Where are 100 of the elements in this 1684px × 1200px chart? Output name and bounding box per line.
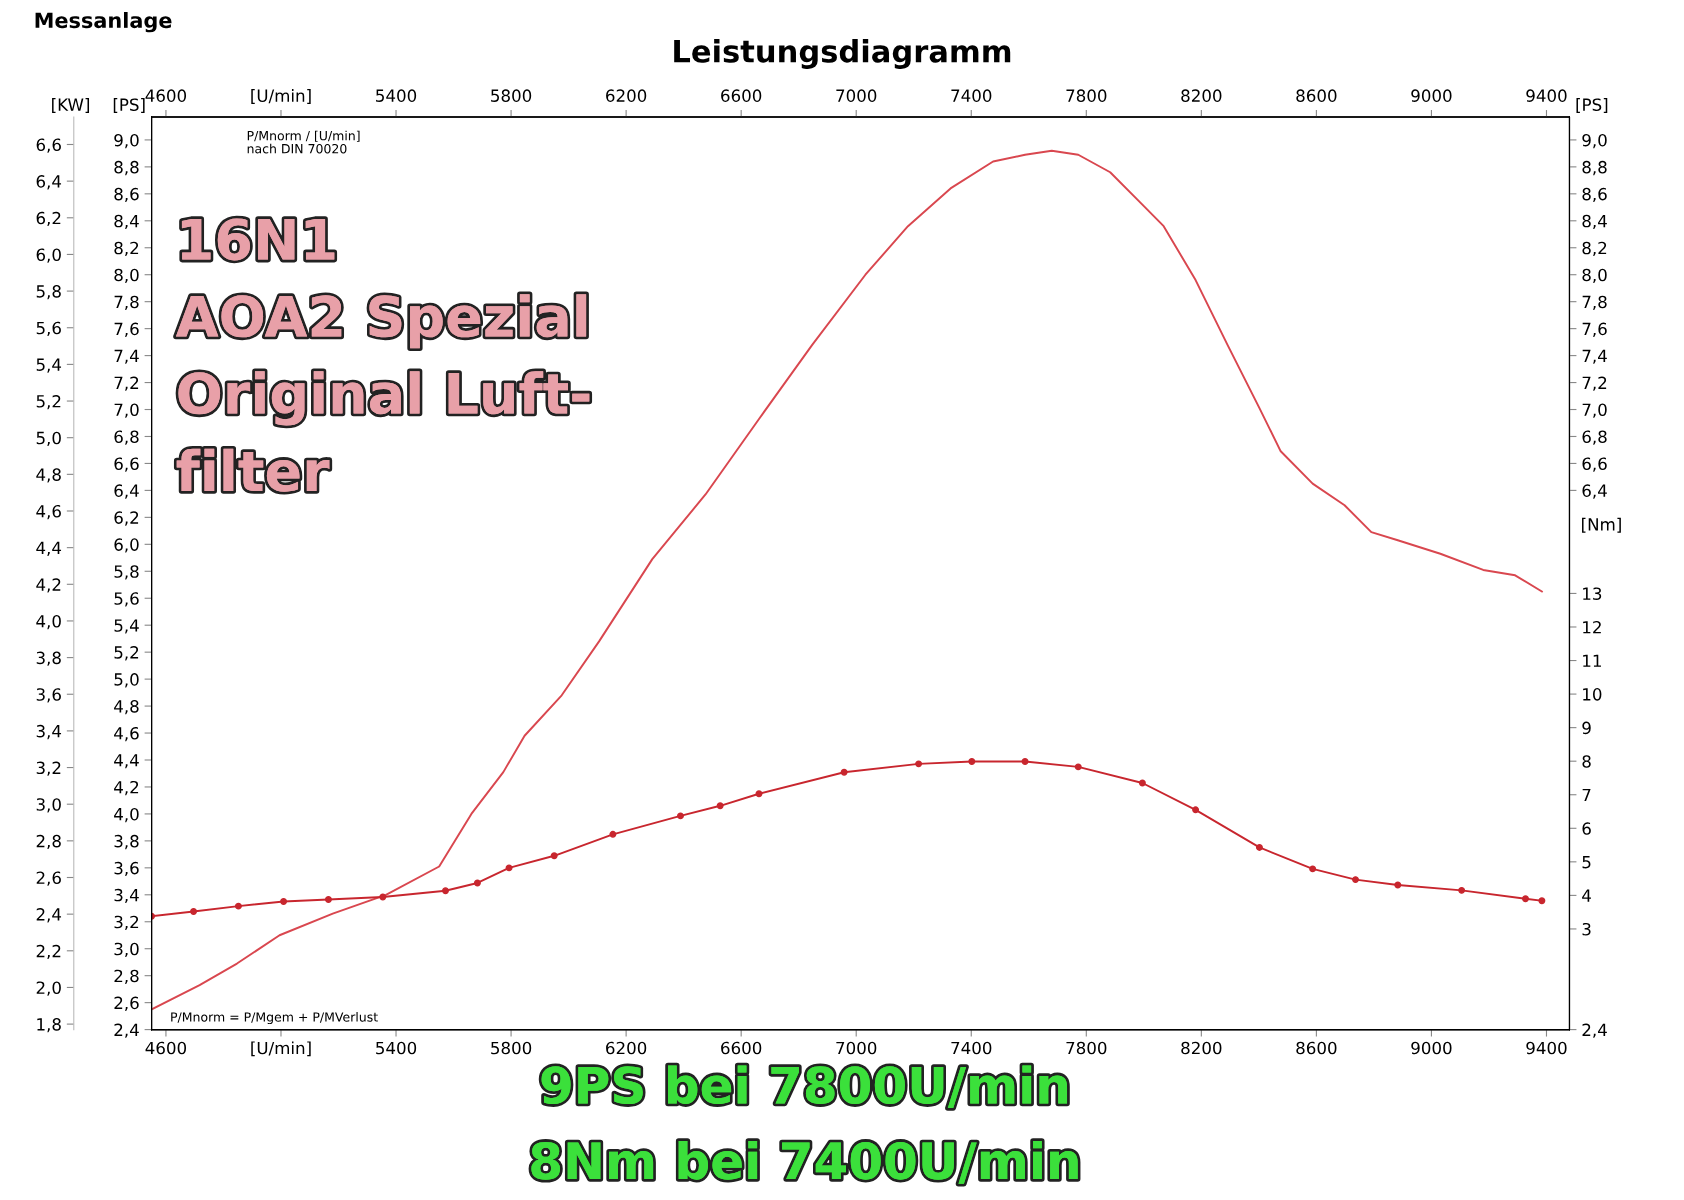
x-tick-label: 5800 [491,1041,532,1055]
y3-axis-title: [KW] [52,98,90,113]
y2-tick-label: 3 [1582,922,1591,936]
y-tick-label: 8,8 [114,160,139,176]
y-tick-label: 6,8 [114,430,139,445]
text: 7,4 [1582,349,1607,364]
point [1522,895,1529,903]
text: 2,4 [1582,1023,1607,1038]
annotation: 16N1 AOA2 Spezial Original Luft- filter [175,218,590,492]
y3-tick-label: 4,0 [36,614,61,630]
y3-tick-label: 2,6 [36,871,61,886]
point [1458,886,1466,894]
y3-tick-label: 3,6 [36,688,61,703]
point [505,864,513,872]
y-tick-label: 9,0 [114,133,139,149]
text: 9PS bei 7800U/min [541,1065,1068,1109]
point [379,893,387,901]
text: 7,8 [1582,295,1607,310]
y-tick-label: 3,4 [114,888,139,904]
y3-tick-label: 2,0 [36,981,61,996]
text: 6,6 [1582,457,1607,472]
text: 8Nm bei 7400U/min [531,1141,1078,1184]
x-tick-label: 8600 [1296,1041,1337,1055]
text: 8,0 [1582,268,1607,283]
y3-tick-label: 4,2 [36,578,61,593]
y2-tick-label: 11 [1583,654,1601,667]
y3-tick-label: 3,0 [36,798,61,813]
x-tick-label: 9400 [1526,1041,1567,1055]
point [677,812,684,820]
y3-tick-label: 1,8 [37,1018,61,1033]
text: 7,6 [1582,322,1607,337]
y-tick-label: 7,8 [114,295,139,310]
text: 8,4 [1582,214,1607,230]
y-tick-label: 3,2 [114,915,139,931]
y-tick-label: 6,0 [114,538,139,553]
y-tick-label: 3,8 [114,834,139,850]
y3-tick-label: 5,6 [36,321,61,337]
y2-tick-label: 6 [1582,822,1591,835]
x2-tick-label: 7800 [1066,89,1107,102]
y-tick-label: 7,2 [114,376,139,391]
point [1021,758,1029,765]
x2-tick-label: 4600 [145,89,187,102]
y-tick-label: 5,6 [114,592,139,607]
point [755,790,763,798]
y-axis-title: [PS] [113,98,145,113]
x2-tick-label: 5400 [376,89,417,102]
point [442,887,449,895]
y2-tick-label: 9 [1582,721,1591,735]
x2-tick-label: 7000 [836,89,877,102]
point [1138,779,1146,787]
y-tick-label: 5,0 [114,673,139,688]
point [234,902,242,910]
text: 8,2 [1582,241,1607,257]
x-tick-label: 7400 [951,1041,992,1055]
y3-tick-label: 5,2 [36,395,61,410]
point [968,758,976,765]
x2-tick-label: 7400 [951,89,992,102]
y-tick-label: 4,8 [114,700,139,715]
point [1394,881,1402,889]
y3-tick-label: 3,2 [36,761,61,776]
point [1309,865,1317,873]
point [324,895,332,903]
x2-tick-label: 8600 [1296,89,1337,102]
y3-tick-label: 6,0 [36,248,61,263]
y3-tick-label: 2,8 [36,834,61,850]
point [915,760,923,768]
y-tick-label: 4,6 [114,727,139,742]
text: 6,4 [1582,484,1607,499]
x-tick-label: 7000 [836,1041,877,1055]
x2-tick-label: 8200 [1181,89,1222,102]
y2-tick-label: 10 [1583,688,1602,701]
y-tick-label: 6,2 [114,511,139,526]
y-tick-label: 3,6 [114,861,139,877]
point [1074,763,1082,771]
y3-tick-label: 4,4 [36,541,62,556]
y-tick-label: 4,4 [114,754,139,769]
y-tick-label: 8,0 [114,268,139,283]
text: 7,0 [1582,403,1607,418]
point [1192,806,1200,814]
x2-tick-label: 6200 [606,89,647,102]
y3-tick-label: 2,2 [36,944,61,960]
point [609,830,617,838]
y-tick-label: 5,8 [114,565,139,580]
y2-tick-label: 7 [1582,788,1591,802]
y3-tick-label: 3,4 [36,724,62,740]
y-tick-label: 7,4 [114,349,139,364]
point [1255,843,1263,851]
text: Messanlage [35,12,172,33]
y-tick-label: 5,4 [114,619,139,634]
y3-tick-label: 5,0 [36,431,61,446]
y-tick-label: 2,4 [114,1023,139,1038]
point [716,802,724,810]
x2-tick-label: 6600 [721,89,762,102]
y3-tick-label: 6,6 [36,138,61,153]
y-tick-label: 6,6 [114,457,139,472]
y3-tick-label: 5,4 [36,358,62,373]
text: 8,8 [1582,160,1607,176]
x-tick-label: 6600 [721,1041,762,1055]
y2-tick-label: 5 [1582,856,1591,869]
text: 6,8 [1582,430,1607,445]
